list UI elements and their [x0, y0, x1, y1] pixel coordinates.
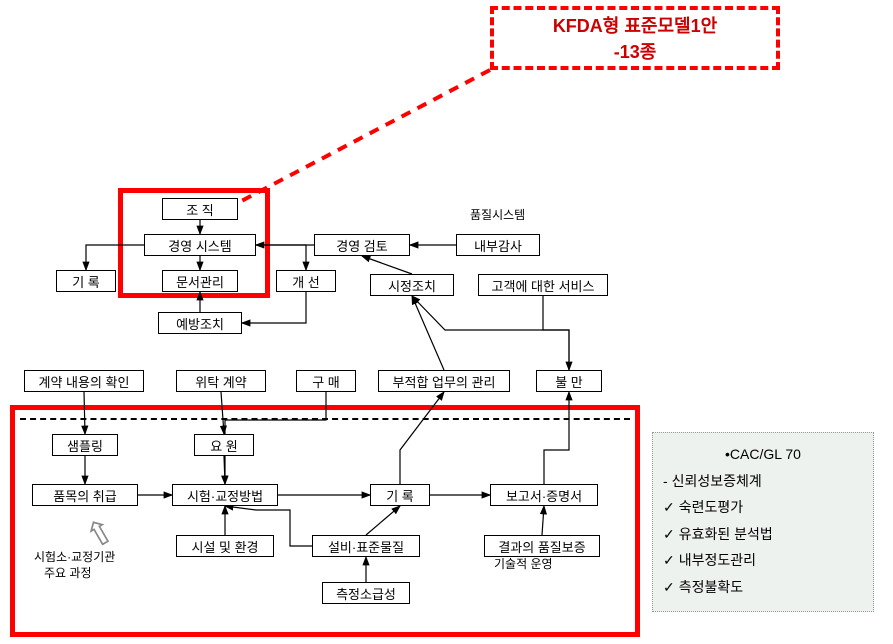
node-record_mid: 기 록 — [370, 484, 430, 506]
node-qa_result: 결과의 품질보증 — [484, 535, 600, 557]
node-contract_rev: 계약 내용의 확인 — [24, 370, 144, 392]
node-complaint: 불 만 — [536, 370, 602, 392]
dashed-divider — [20, 418, 630, 420]
label-lab_process1: 시험소·교정기관 — [34, 548, 115, 565]
node-report: 보고서·증명서 — [490, 484, 598, 506]
side-panel-item: CAC/GL 70 — [663, 441, 863, 468]
node-mgmt_review: 경영 검토 — [314, 234, 410, 256]
node-sampling: 샘플링 — [52, 434, 118, 456]
node-improve: 개 선 — [276, 270, 336, 292]
node-traceability: 측정소급성 — [322, 582, 410, 604]
node-test_cal: 시험·교정방법 — [172, 484, 278, 506]
node-sub_contract: 위탁 계약 — [176, 370, 266, 392]
callout-box: KFDA형 표준모델1안 -13종 — [490, 6, 780, 70]
node-item_handle: 품목의 취급 — [32, 484, 138, 506]
label-lab_process2: 주요 과정 — [44, 564, 92, 581]
label-quality_system: 품질시스템 — [470, 206, 525, 223]
node-int_audit: 내부감사 — [456, 234, 540, 256]
node-mgmt_sys: 경영 시스템 — [144, 234, 256, 256]
callout-line1: KFDA형 표준모델1안 — [553, 12, 717, 38]
side-panel-item: 신뢰성보증체계 — [663, 468, 863, 495]
node-equip: 설비·표준물질 — [312, 535, 420, 557]
node-noncon: 부적합 업무의 관리 — [378, 370, 510, 392]
node-prevent: 예방조치 — [158, 312, 242, 334]
node-record_top: 기 록 — [56, 270, 116, 292]
node-purchase: 구 매 — [296, 370, 356, 392]
side-panel-item: 유효화된 분석법 — [663, 521, 863, 548]
callout-line2: -13종 — [553, 38, 717, 64]
node-doc_ctrl: 문서관리 — [162, 270, 238, 292]
node-personnel: 요 원 — [194, 434, 254, 456]
side-panel: CAC/GL 70신뢰성보증체계숙련도평가유효화된 분석법내부정도관리측정불확도 — [652, 432, 874, 612]
node-cor_action: 시정조치 — [370, 274, 454, 296]
node-org: 조 직 — [162, 198, 238, 220]
node-facility: 시설 및 환경 — [176, 535, 274, 557]
side-panel-item: 내부정도관리 — [663, 547, 863, 574]
side-panel-item: 숙련도평가 — [663, 494, 863, 521]
node-cust_service: 고객에 대한 서비스 — [478, 274, 608, 296]
side-panel-item: 측정불확도 — [663, 574, 863, 601]
label-tech_operation: 기술적 운영 — [494, 555, 553, 572]
